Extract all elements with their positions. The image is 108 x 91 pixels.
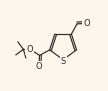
Text: O: O	[26, 45, 33, 54]
Text: O: O	[83, 19, 90, 28]
Text: S: S	[61, 57, 66, 66]
Text: O: O	[36, 62, 43, 71]
